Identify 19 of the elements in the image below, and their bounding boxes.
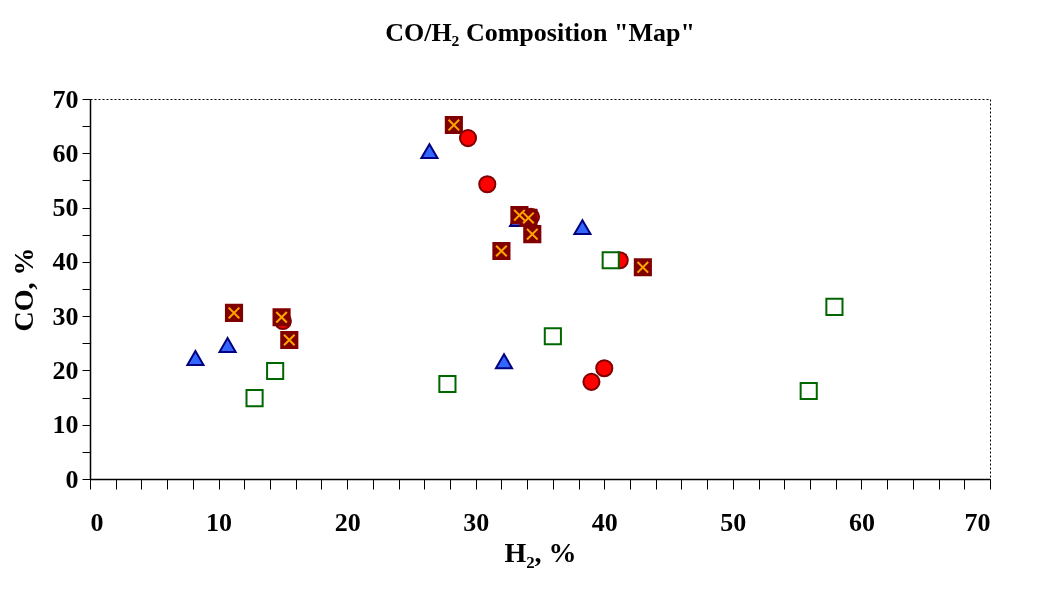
- y-tick-label: 40: [52, 247, 79, 277]
- x-tick-label: 20: [334, 507, 361, 537]
- x-tick-label: 40: [591, 507, 618, 537]
- y-axis-title: CO, %: [7, 247, 39, 332]
- y-tick-label: 0: [65, 464, 79, 494]
- y-tick-label: 20: [52, 355, 79, 385]
- y-tick-label: 70: [52, 84, 79, 114]
- chart-title: CO/H₂ Composition "Map": [385, 18, 695, 47]
- x-tick-label: 0: [90, 507, 104, 537]
- y-tick-label: 50: [52, 193, 79, 223]
- x-tick-label: 60: [848, 507, 875, 537]
- x-tick-label: 10: [206, 507, 233, 537]
- x-tick-label: 30: [463, 507, 490, 537]
- x-tick-label: 50: [720, 507, 747, 537]
- x-tick-label: 70: [964, 507, 991, 537]
- x-axis-title: H₂, %: [504, 536, 577, 568]
- y-tick-label: 30: [52, 301, 79, 331]
- y-tick-label: 10: [52, 410, 79, 440]
- y-tick-label: 60: [52, 138, 79, 168]
